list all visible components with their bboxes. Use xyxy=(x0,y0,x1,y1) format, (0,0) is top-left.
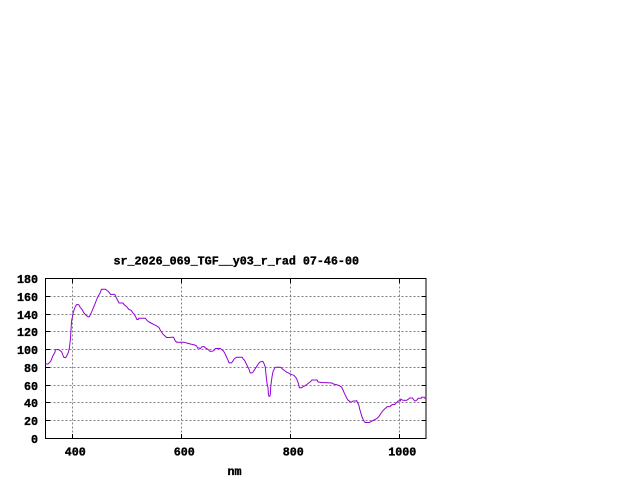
svg-text:800: 800 xyxy=(283,446,304,460)
svg-text:20: 20 xyxy=(24,415,38,429)
svg-text:180: 180 xyxy=(17,273,38,287)
svg-text:0: 0 xyxy=(31,433,38,447)
svg-text:60: 60 xyxy=(24,380,38,394)
svg-text:40: 40 xyxy=(24,397,38,411)
svg-text:120: 120 xyxy=(17,326,38,340)
svg-text:sr_2026_069_TGF__y03_r_rad 07-: sr_2026_069_TGF__y03_r_rad 07-46-00 xyxy=(114,254,359,268)
svg-text:1000: 1000 xyxy=(388,446,416,460)
svg-text:nm: nm xyxy=(227,465,241,479)
svg-text:400: 400 xyxy=(65,446,86,460)
svg-text:160: 160 xyxy=(17,291,38,305)
svg-text:80: 80 xyxy=(24,362,38,376)
svg-text:100: 100 xyxy=(17,344,38,358)
svg-text:140: 140 xyxy=(17,309,38,323)
svg-text:600: 600 xyxy=(174,446,195,460)
